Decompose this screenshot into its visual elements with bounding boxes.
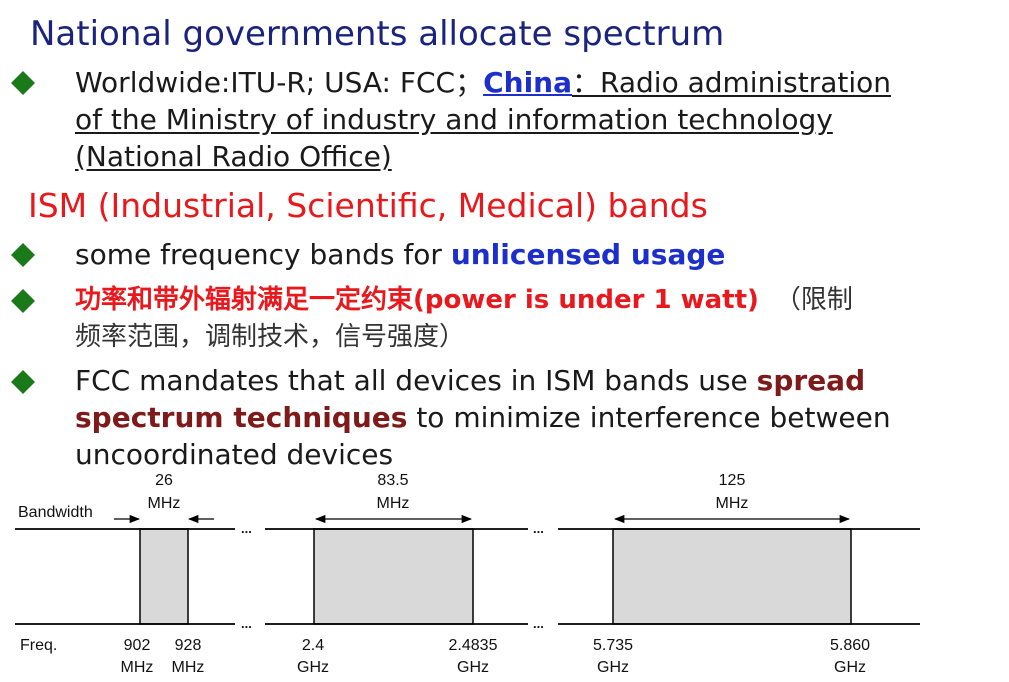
diamond-bullet-icon — [10, 70, 36, 96]
band2-bandwidth-value: 83.5 — [377, 472, 408, 489]
bullet-unlicensed: some frequency bands for unlicensed usag… — [75, 236, 725, 273]
heading-allocate-spectrum: National governments allocate spectrum — [30, 14, 725, 54]
uncoordinated-text: uncoordinated devices — [75, 438, 394, 471]
freq-2.4-unit: GHz — [297, 659, 329, 676]
freq-2.4835-unit: GHz — [457, 659, 489, 676]
power-limit-line1: 功率和带外辐射满足一定约束(power is under 1 watt) （限制 — [75, 282, 853, 319]
bottom-gap-ellipsis: ... — [533, 616, 544, 631]
top-gap-ellipsis: ... — [241, 521, 252, 536]
diamond-bullet-icon — [10, 369, 36, 395]
spread-emphasis: spread — [756, 364, 866, 397]
bullet-regulators: Worldwide:ITU-R; USA: FCC；China：Radio ad… — [75, 64, 891, 175]
band-2400-2483 — [313, 528, 474, 625]
radio-admin-text: ：Radio administration — [572, 66, 891, 99]
freq-5.735-value: 5.735 — [593, 637, 633, 654]
bullet-fcc-mandate: FCC mandates that all devices in ISM ban… — [75, 362, 891, 473]
freq-5.860-unit: GHz — [834, 659, 866, 676]
bandwidth-axis-label: Bandwidth — [18, 504, 93, 521]
band3-bandwidth-value: 125 — [719, 472, 746, 489]
band3-bandwidth-unit: MHz — [716, 495, 749, 512]
freq-2.4835-value: 2.4835 — [449, 637, 498, 654]
freq-2.4-value: 2.4 — [302, 637, 324, 654]
freq-5.860-value: 5.860 — [830, 637, 870, 654]
band-5735-5860 — [612, 528, 852, 625]
unlicensed-lead-text: some frequency bands for — [75, 238, 451, 271]
freq-902-unit: MHz — [121, 659, 154, 676]
power-limit-emphasis: 功率和带外辐射满足一定约束(power is under 1 watt) — [75, 285, 759, 315]
freq-928-unit: MHz — [172, 659, 205, 676]
freq-902-value: 902 — [124, 637, 151, 654]
freq-928-value: 928 — [175, 637, 202, 654]
radio-office-text: (National Radio Office) — [75, 140, 392, 173]
bottom-gap-ellipsis: ... — [241, 616, 252, 631]
heading-ism-bands: ISM (Industrial, Scientific, Medical) ba… — [28, 186, 708, 225]
band2-bandwidth-unit: MHz — [377, 495, 410, 512]
unlicensed-usage-emphasis: unlicensed usage — [450, 238, 726, 271]
spectrum-techniques-emphasis: spectrum techniques — [75, 401, 408, 434]
band1-bandwidth-value: 26 — [155, 472, 173, 489]
band1-bandwidth-unit: MHz — [148, 495, 181, 512]
ministry-text: of the Ministry of industry and informat… — [75, 103, 833, 136]
band-902-928 — [139, 528, 189, 625]
freq-axis-label: Freq. — [20, 637, 57, 654]
top-gap-ellipsis: ... — [533, 521, 544, 536]
interference-text: to minimize interference between — [407, 401, 891, 434]
diamond-bullet-icon — [10, 288, 36, 314]
regulators-text: Worldwide:ITU-R; USA: FCC； — [75, 66, 484, 99]
bullet-power-limit: 功率和带外辐射满足一定约束(power is under 1 watt) （限制 … — [75, 282, 853, 356]
freq-5.735-unit: GHz — [597, 659, 629, 676]
china-link[interactable]: China — [483, 66, 573, 99]
diamond-bullet-icon — [10, 242, 36, 268]
ism-band-diagram: Bandwidth Freq. ... ... ... ... 26 MHz 8… — [15, 472, 920, 676]
restriction-text-line2: 频率范围，调制技术，信号强度） — [75, 322, 466, 352]
bullet-regulators-line1: Worldwide:ITU-R; USA: FCC；China：Radio ad… — [75, 64, 891, 101]
fcc-mandate-text: FCC mandates that all devices in ISM ban… — [75, 364, 757, 397]
restriction-text: （限制 — [774, 285, 853, 315]
